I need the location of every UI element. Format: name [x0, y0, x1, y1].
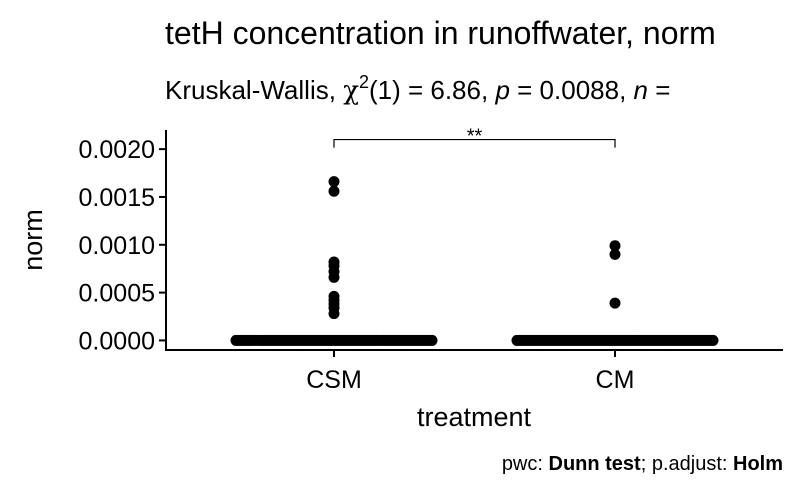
axes	[165, 130, 783, 351]
subtitle-p-value: = 0.0088,	[517, 75, 626, 105]
x-tick-label: CM	[596, 366, 635, 394]
caption-sep: ; p.adjust:	[641, 453, 728, 475]
data-point	[609, 297, 621, 309]
subtitle-stat: (1) = 6.86,	[369, 75, 488, 105]
subtitle-n-label: n	[634, 75, 648, 105]
subtitle-n-value: =	[655, 75, 670, 105]
bracket-line	[333, 138, 616, 148]
caption-pwc-label: pwc:	[502, 453, 543, 475]
y-ticks: 0.0000 0.0005 0.0010 0.0015 0.0020	[79, 136, 166, 355]
caption-pwc-value: Dunn test	[549, 453, 642, 475]
subtitle-chi: χ	[343, 76, 359, 106]
data-point	[426, 334, 438, 346]
y-tick-label: 0.0000	[79, 327, 155, 355]
x-axis-title: treatment	[417, 402, 532, 432]
subtitle-p-label: p	[494, 75, 509, 105]
chart-subtitle: Kruskal-Wallis, χ2(1) = 6.86, p = 0.0088…	[165, 72, 670, 106]
data-points	[230, 176, 719, 346]
x-ticks: CSM CM	[306, 350, 634, 394]
chart-title: tetH concentration in runoffwater, norm	[165, 15, 716, 51]
y-axis-title: norm	[18, 209, 48, 271]
y-tick-label: 0.0005	[79, 280, 155, 308]
subtitle-chi-sup: 2	[359, 72, 369, 92]
x-tick-label: CSM	[306, 366, 362, 394]
data-point	[328, 308, 340, 320]
y-tick-label: 0.0020	[79, 136, 155, 164]
y-tick-label: 0.0010	[79, 232, 155, 260]
data-point	[609, 248, 621, 260]
significance-bracket: **	[333, 126, 616, 148]
data-point	[707, 334, 719, 346]
chart-caption: pwc: Dunn test; p.adjust: Holm	[502, 453, 783, 475]
data-point	[609, 240, 621, 252]
data-point	[328, 176, 340, 188]
data-point	[328, 271, 340, 283]
caption-adjust-value: Holm	[733, 453, 783, 475]
subtitle-test: Kruskal-Wallis,	[165, 75, 336, 105]
significance-label: **	[467, 126, 483, 148]
y-tick-label: 0.0015	[79, 184, 155, 212]
data-point	[328, 185, 340, 197]
